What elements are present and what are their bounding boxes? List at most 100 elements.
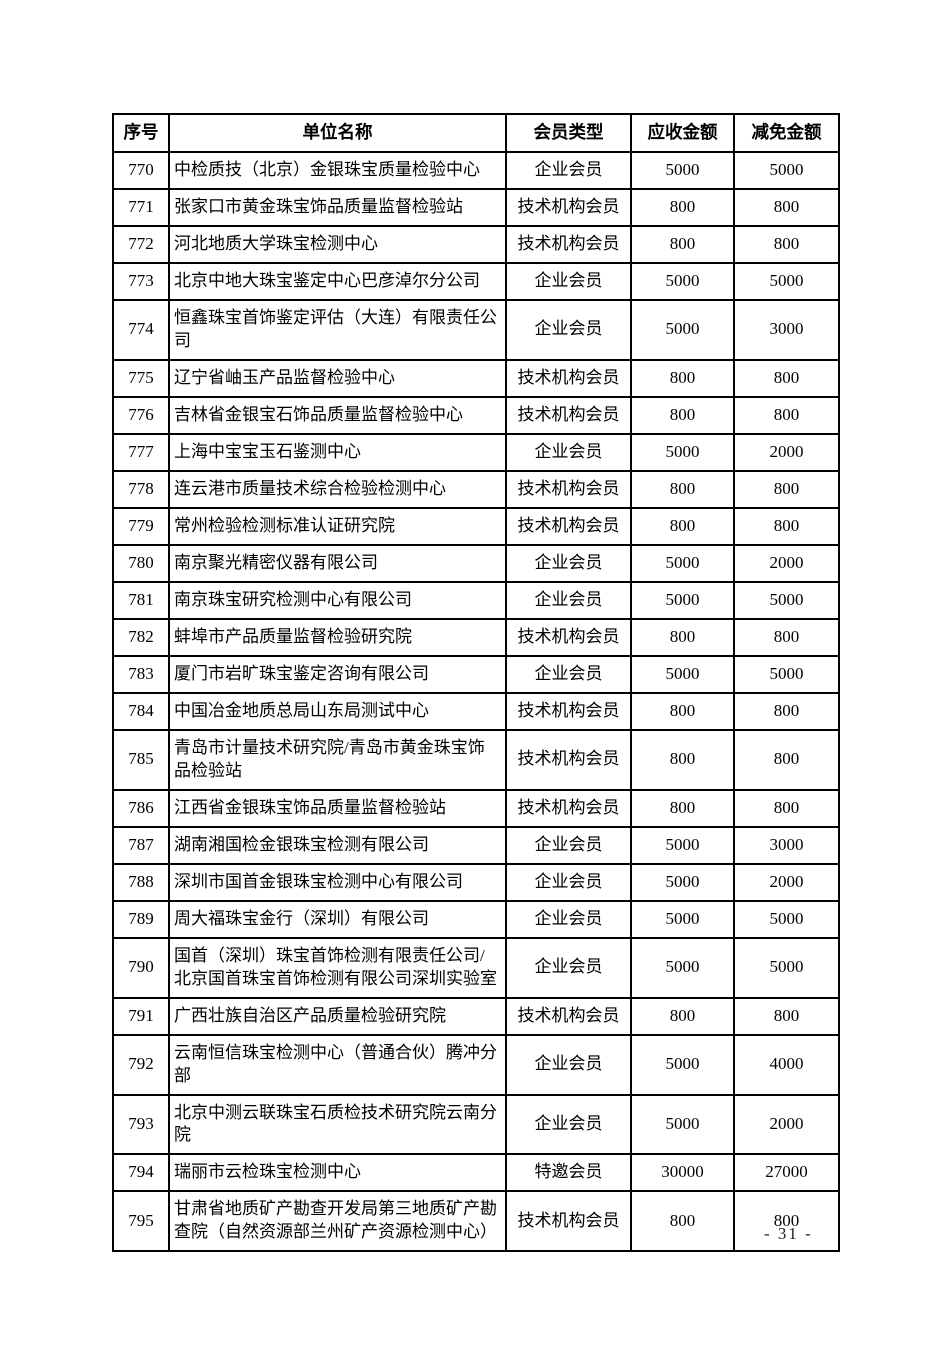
cell-reduction: 800 [733,469,840,509]
cell-no: 774 [112,299,170,361]
column-header-amount: 应收金额 [630,113,735,153]
cell-reduction: 5000 [733,262,840,301]
cell-no: 792 [112,1033,170,1096]
cell-name: 厦门市岩旷珠宝鉴定咨询有限公司 [168,654,507,694]
cell-amount: 5000 [630,151,735,190]
cell-name: 湖南湘国检金银珠宝检测有限公司 [168,825,507,865]
table-header: 序号 单位名称 会员类型 应收金额 减免金额 [112,113,840,153]
cell-no: 778 [112,469,170,509]
cell-no: 795 [112,1190,170,1253]
cell-no: 786 [112,788,170,828]
cell-no: 784 [112,691,170,731]
cell-reduction: 800 [733,188,840,227]
cell-reduction: 800 [733,728,840,791]
cell-name: 甘肃省地质矿产勘查开发局第三地质矿产勘查院（自然资源部兰州矿产资源检测中心） [168,1190,507,1253]
cell-reduction: 5000 [733,654,840,694]
table-row: 771 张家口市黄金珠宝饰品质量监督检验站 技术机构会员 800 800 [112,188,840,227]
cell-amount: 5000 [630,432,735,472]
cell-amount: 5000 [630,862,735,902]
table-row: 785 青岛市计量技术研究院/青岛市黄金珠宝饰品检验站 技术机构会员 800 800 [112,728,840,791]
cell-reduction: 800 [733,996,840,1036]
cell-amount: 5000 [630,1093,735,1156]
cell-reduction: 800 [733,395,840,435]
cell-type: 企业会员 [505,543,632,583]
cell-type: 技术机构会员 [505,728,632,791]
cell-no: 789 [112,899,170,939]
cell-type: 技术机构会员 [505,1190,632,1253]
cell-amount: 800 [630,788,735,828]
cell-reduction: 800 [733,1190,840,1253]
cell-reduction: 800 [733,617,840,657]
cell-amount: 800 [630,996,735,1036]
cell-type: 技术机构会员 [505,996,632,1036]
cell-no: 790 [112,936,170,999]
cell-amount: 800 [630,691,735,731]
cell-reduction: 800 [733,358,840,398]
cell-name: 吉林省金银宝石饰品质量监督检验中心 [168,395,507,435]
cell-type: 技术机构会员 [505,506,632,546]
cell-amount: 800 [630,358,735,398]
table-row: 776 吉林省金银宝石饰品质量监督检验中心 技术机构会员 800 800 [112,395,840,435]
cell-no: 793 [112,1093,170,1156]
page-number: - 31 - [764,1224,813,1243]
cell-amount: 800 [630,469,735,509]
cell-no: 781 [112,580,170,620]
table-row: 787 湖南湘国检金银珠宝检测有限公司 企业会员 5000 3000 [112,825,840,865]
cell-amount: 800 [630,225,735,264]
cell-no: 782 [112,617,170,657]
cell-reduction: 27000 [733,1153,840,1193]
cell-reduction: 2000 [733,862,840,902]
column-header-name: 单位名称 [168,113,507,153]
cell-name: 南京珠宝研究检测中心有限公司 [168,580,507,620]
cell-no: 771 [112,188,170,227]
cell-reduction: 4000 [733,1033,840,1096]
cell-amount: 30000 [630,1153,735,1193]
cell-name: 中国冶金地质总局山东局测试中心 [168,691,507,731]
cell-amount: 5000 [630,262,735,301]
cell-name: 中检质技（北京）金银珠宝质量检验中心 [168,151,507,190]
cell-type: 企业会员 [505,432,632,472]
cell-no: 785 [112,728,170,791]
table-row: 794 瑞丽市云检珠宝检测中心 特邀会员 30000 27000 [112,1153,840,1193]
table-row: 770 中检质技（北京）金银珠宝质量检验中心 企业会员 5000 5000 [112,151,840,190]
table-row: 793 北京中测云联珠宝石质检技术研究院云南分院 企业会员 5000 2000 [112,1093,840,1156]
cell-reduction: 3000 [733,825,840,865]
column-header-no: 序号 [112,113,170,153]
cell-name: 云南恒信珠宝检测中心（普通合伙）腾冲分部 [168,1033,507,1096]
cell-reduction: 5000 [733,151,840,190]
column-header-reduction: 减免金额 [733,113,840,153]
table-row: 795 甘肃省地质矿产勘查开发局第三地质矿产勘查院（自然资源部兰州矿产资源检测中心… [112,1190,840,1253]
cell-amount: 800 [630,395,735,435]
table-header-row: 序号 单位名称 会员类型 应收金额 减免金额 [112,113,840,153]
cell-amount: 800 [630,506,735,546]
table-row: 782 蚌埠市产品质量监督检验研究院 技术机构会员 800 800 [112,617,840,657]
cell-name: 张家口市黄金珠宝饰品质量监督检验站 [168,188,507,227]
cell-no: 776 [112,395,170,435]
cell-amount: 800 [630,617,735,657]
cell-reduction: 2000 [733,1093,840,1156]
table-row: 779 常州检验检测标准认证研究院 技术机构会员 800 800 [112,506,840,546]
cell-type: 技术机构会员 [505,617,632,657]
cell-type: 企业会员 [505,151,632,190]
cell-type: 企业会员 [505,862,632,902]
cell-name: 广西壮族自治区产品质量检验研究院 [168,996,507,1036]
table-body: 770 中检质技（北京）金银珠宝质量检验中心 企业会员 5000 5000 771 张家口市… [112,151,840,1253]
cell-type: 技术机构会员 [505,469,632,509]
cell-reduction: 800 [733,788,840,828]
cell-name: 国首（深圳）珠宝首饰检测有限责任公司/北京国首珠宝首饰检测有限公司深圳实验室 [168,936,507,999]
cell-name: 恒鑫珠宝首饰鉴定评估（大连）有限责任公司 [168,299,507,361]
table-row: 775 辽宁省岫玉产品监督检验中心 技术机构会员 800 800 [112,358,840,398]
member-fee-table: 序号 单位名称 会员类型 应收金额 减免金额 770 中检质技（北京）金银珠宝质量检验中心… [112,113,840,1253]
cell-name: 瑞丽市云检珠宝检测中心 [168,1153,507,1193]
cell-amount: 5000 [630,936,735,999]
cell-type: 企业会员 [505,899,632,939]
cell-no: 777 [112,432,170,472]
cell-name: 常州检验检测标准认证研究院 [168,506,507,546]
cell-reduction: 800 [733,225,840,264]
cell-amount: 5000 [630,1033,735,1096]
cell-no: 788 [112,862,170,902]
table-row: 777 上海中宝宝玉石鉴测中心 企业会员 5000 2000 [112,432,840,472]
cell-type: 技术机构会员 [505,358,632,398]
table-row: 781 南京珠宝研究检测中心有限公司 企业会员 5000 5000 [112,580,840,620]
